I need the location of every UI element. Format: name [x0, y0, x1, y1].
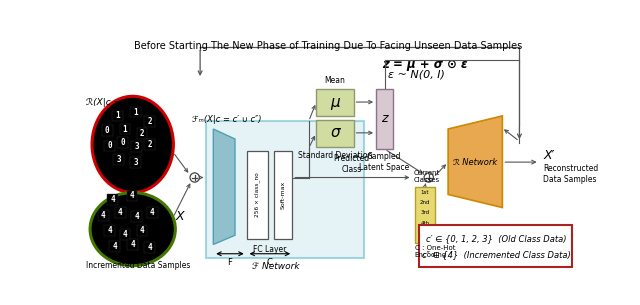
Text: Soft-max: Soft-max — [280, 180, 285, 209]
Text: 3: 3 — [134, 158, 138, 167]
Text: 4: 4 — [131, 240, 135, 249]
Circle shape — [190, 173, 199, 182]
Bar — [109, 242, 120, 252]
Text: 4: 4 — [150, 208, 154, 217]
Bar — [415, 187, 435, 243]
Bar — [205, 121, 364, 258]
Text: c″ ∈ {4}  (Incremented Class Data): c″ ∈ {4} (Incremented Class Data) — [422, 250, 570, 259]
Text: F: F — [227, 258, 232, 267]
Text: 3rd: 3rd — [420, 210, 429, 215]
Text: 4: 4 — [107, 226, 112, 235]
Bar — [98, 210, 109, 221]
Bar — [107, 195, 118, 205]
Bar — [131, 141, 142, 152]
Text: ℛ Network: ℛ Network — [453, 158, 497, 167]
Text: z = μ + σ ⊙ ε: z = μ + σ ⊙ ε — [382, 58, 468, 71]
Text: FC Layer: FC Layer — [253, 245, 287, 253]
Text: μ: μ — [330, 95, 340, 109]
Text: 2: 2 — [140, 129, 144, 138]
Bar — [145, 242, 155, 253]
Text: 4: 4 — [110, 195, 115, 204]
Text: 1: 1 — [123, 124, 127, 134]
Text: ℱ Network: ℱ Network — [252, 262, 300, 271]
Bar — [104, 141, 115, 151]
Text: 256 × class_no: 256 × class_no — [255, 172, 260, 217]
Text: Reconstructed
Data Samples: Reconstructed Data Samples — [543, 164, 598, 184]
Bar — [127, 239, 138, 250]
Text: c′ ∈ {0, 1, 2, 3}  (Old Class Data): c′ ∈ {0, 1, 2, 3} (Old Class Data) — [426, 235, 566, 244]
Polygon shape — [213, 129, 235, 245]
Text: σ: σ — [330, 125, 340, 140]
Bar — [117, 138, 128, 148]
Text: C: C — [267, 258, 273, 267]
Text: 3: 3 — [116, 155, 121, 164]
Polygon shape — [448, 116, 502, 207]
Text: X′: X′ — [543, 149, 555, 163]
Bar — [131, 157, 141, 167]
Bar — [104, 225, 115, 236]
Bar — [120, 229, 131, 240]
Text: 4th: 4th — [420, 221, 429, 226]
Text: Sampled
Latent Space: Sampled Latent Space — [360, 152, 410, 171]
Text: 0: 0 — [107, 142, 112, 150]
Text: 2: 2 — [147, 140, 152, 149]
Bar — [246, 151, 268, 239]
Bar — [113, 154, 124, 165]
Text: 5th: 5th — [420, 231, 429, 236]
Bar — [316, 120, 353, 147]
Bar — [145, 139, 155, 150]
Text: 4: 4 — [134, 212, 139, 221]
Text: ε ~ N(0, I): ε ~ N(0, I) — [388, 70, 445, 80]
Bar — [316, 89, 353, 116]
Bar — [145, 116, 155, 127]
Text: 0: 0 — [120, 138, 125, 147]
Text: C : One-Hot
Encoding: C : One-Hot Encoding — [415, 245, 455, 258]
Text: 2: 2 — [147, 117, 152, 126]
Text: Incremented Data Samples: Incremented Data Samples — [86, 261, 191, 271]
Text: Mean: Mean — [324, 76, 346, 85]
Ellipse shape — [92, 96, 173, 192]
Ellipse shape — [90, 192, 175, 266]
Bar — [115, 207, 125, 217]
Text: 4: 4 — [118, 208, 123, 217]
Text: ℛ(X|c = c′): ℛ(X|c = c′) — [86, 98, 134, 107]
Text: z: z — [381, 113, 388, 125]
Text: 4: 4 — [147, 243, 152, 252]
Text: 1: 1 — [134, 108, 138, 117]
Text: Predicted
Class: Predicted Class — [333, 154, 369, 174]
Bar — [136, 225, 147, 236]
Bar — [120, 124, 131, 135]
Text: 4: 4 — [113, 242, 117, 251]
Text: 4: 4 — [130, 192, 134, 200]
Text: 3: 3 — [134, 142, 139, 151]
Text: ℱₘ(X|c = c′ ∪ c″): ℱₘ(X|c = c′ ∪ c″) — [193, 115, 262, 124]
Text: 1st: 1st — [420, 190, 429, 195]
Text: 0: 0 — [105, 126, 109, 135]
Bar — [136, 128, 147, 139]
Bar — [127, 191, 138, 201]
Bar — [102, 125, 113, 136]
Text: 4: 4 — [140, 226, 144, 235]
Bar — [274, 151, 292, 239]
Text: Current
Classes: Current Classes — [413, 170, 440, 183]
Text: Standard Deviation: Standard Deviation — [298, 151, 372, 160]
Text: 1: 1 — [115, 111, 120, 120]
Text: 4: 4 — [101, 211, 106, 220]
Text: 2nd: 2nd — [420, 200, 430, 205]
Bar — [131, 211, 142, 222]
Bar — [419, 225, 572, 267]
Text: Before Starting The New Phase of Training Due To Facing Unseen Data Samples: Before Starting The New Phase of Trainin… — [134, 41, 522, 51]
Text: X: X — [175, 210, 184, 223]
Bar — [131, 107, 141, 117]
Text: 4: 4 — [123, 230, 127, 239]
Bar — [147, 207, 157, 217]
Bar — [112, 110, 123, 121]
Bar — [376, 89, 393, 149]
Circle shape — [424, 173, 433, 182]
